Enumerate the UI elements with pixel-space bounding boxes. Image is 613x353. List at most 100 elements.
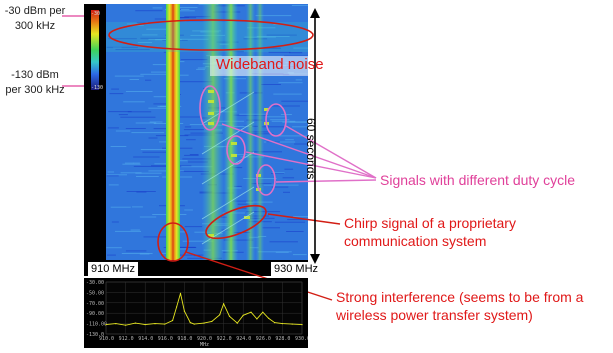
spectrum-point bbox=[176, 306, 178, 308]
waterfall-streak bbox=[171, 10, 195, 12]
spectrum-point bbox=[203, 322, 205, 324]
waterfall-streak bbox=[108, 184, 119, 186]
spectrogram-svg: -30 -130 bbox=[84, 4, 326, 276]
waterfall-streak bbox=[111, 88, 119, 90]
waterfall-streak bbox=[152, 7, 163, 9]
waterfall-streak bbox=[139, 216, 157, 218]
waterfall-streak bbox=[168, 246, 196, 248]
waterfall-streak bbox=[230, 126, 253, 127]
spectrum-point bbox=[115, 323, 117, 325]
waterfall-streak bbox=[197, 67, 206, 69]
interference-ellipse bbox=[157, 222, 189, 262]
waterfall-streak bbox=[181, 166, 213, 168]
waterfall-streak bbox=[263, 184, 299, 186]
waterfall-streak bbox=[136, 176, 159, 177]
waterfall-streak bbox=[272, 105, 300, 107]
waterfall-streak bbox=[283, 191, 290, 193]
x-tick-label: 922.0 bbox=[217, 336, 232, 342]
waterfall-streak bbox=[293, 216, 322, 218]
waterfall-streak bbox=[274, 221, 306, 223]
waterfall-streak bbox=[148, 137, 158, 139]
waterfall-streak bbox=[180, 59, 208, 61]
x-tick-label: 910.0 bbox=[99, 336, 114, 342]
waterfall-streak bbox=[120, 172, 142, 174]
waterfall-streak bbox=[273, 93, 302, 95]
waterfall-streak bbox=[110, 206, 131, 208]
waterfall-streak bbox=[109, 93, 124, 95]
strong-interference-stripe bbox=[166, 4, 180, 260]
x-tick-label: 928.0 bbox=[275, 336, 290, 342]
chirp-leader bbox=[267, 213, 341, 225]
waterfall-streak bbox=[262, 227, 280, 229]
scale-leader-lines bbox=[62, 15, 88, 87]
waterfall-streak bbox=[184, 16, 211, 18]
y-tick-label: -50.00 bbox=[86, 290, 104, 296]
freq-label-right: 930 MHz bbox=[271, 262, 322, 276]
spectrum-point bbox=[164, 323, 166, 325]
spectrum-point bbox=[179, 292, 182, 294]
waterfall-streak bbox=[170, 7, 198, 8]
waterfall-streak bbox=[151, 71, 180, 73]
waterfall-streak bbox=[135, 172, 162, 174]
wideband-noise-label: Wideband noise bbox=[216, 56, 324, 73]
waterfall-streak bbox=[153, 103, 169, 105]
y-tick-label: -90.00 bbox=[86, 311, 104, 317]
waterfall-streak bbox=[184, 154, 199, 156]
waterfall-streak bbox=[133, 24, 144, 26]
x-tick-label: 930.0 bbox=[295, 336, 308, 342]
waterfall-streak bbox=[126, 23, 139, 25]
waterfall-streak bbox=[176, 165, 192, 167]
waterfall-streak bbox=[189, 124, 208, 126]
waterfall-streak bbox=[184, 209, 193, 211]
waterfall-streak bbox=[282, 121, 309, 123]
waterfall-streak bbox=[120, 116, 156, 118]
spectrogram-panel: -30 -130 bbox=[84, 4, 326, 276]
freq-label-left: 910 MHz bbox=[88, 262, 139, 276]
waterfall-streak bbox=[153, 96, 167, 98]
time-arrow-top bbox=[310, 8, 320, 18]
waterfall-streak bbox=[146, 28, 177, 30]
duty-leader-lines bbox=[221, 123, 377, 183]
spectrum-point bbox=[228, 315, 231, 317]
waterfall-streak bbox=[126, 191, 156, 192]
spectrum-point bbox=[250, 311, 252, 313]
spectrum-point bbox=[274, 322, 276, 324]
x-tick-label: 914.0 bbox=[138, 336, 153, 342]
spectrum-point bbox=[183, 310, 185, 312]
waterfall-streak bbox=[196, 68, 205, 70]
waterfall-streak bbox=[107, 254, 116, 256]
spectrum-point bbox=[291, 323, 293, 325]
waterfall-streak bbox=[177, 116, 200, 118]
waterfall-streak bbox=[272, 172, 285, 174]
waterfall-streak bbox=[231, 154, 253, 156]
spectrum-point bbox=[144, 324, 146, 326]
waterfall-streak bbox=[268, 51, 291, 53]
waterfall-streak bbox=[154, 18, 176, 20]
x-tick-label: 912.0 bbox=[119, 336, 134, 342]
waterfall-streak bbox=[232, 200, 253, 202]
wideband-noise-label-bg bbox=[210, 56, 310, 76]
band-925 bbox=[256, 4, 264, 260]
waterfall-streak bbox=[106, 174, 127, 176]
spectrum-point bbox=[211, 320, 213, 323]
band-924 bbox=[246, 4, 255, 260]
color-bar bbox=[91, 10, 99, 90]
waterfall-streak bbox=[152, 64, 170, 66]
waterfall-streak bbox=[136, 191, 147, 193]
color-bar-top-tick: -30 bbox=[91, 11, 100, 17]
waterfall-streak bbox=[269, 241, 298, 243]
waterfall-streak bbox=[266, 34, 297, 36]
x-tick-label: 926.0 bbox=[256, 336, 271, 342]
waterfall-streak bbox=[136, 22, 146, 24]
x-tick-label: 916.0 bbox=[158, 336, 173, 342]
waterfall-streak bbox=[237, 203, 250, 205]
waterfall-streak bbox=[122, 163, 141, 165]
waterfall-streak bbox=[151, 165, 181, 167]
waterfall-streak bbox=[127, 111, 152, 113]
waterfall-streak bbox=[106, 46, 138, 48]
interference-label: Strong interference (seems to be from a … bbox=[336, 289, 584, 323]
chirp-ellipse bbox=[205, 204, 267, 240]
waterfall-streak bbox=[237, 207, 247, 209]
spectrum-panel: -30.00 -50.00 -70.00 -90.00 -110.00 -130.0 910… bbox=[84, 278, 310, 348]
